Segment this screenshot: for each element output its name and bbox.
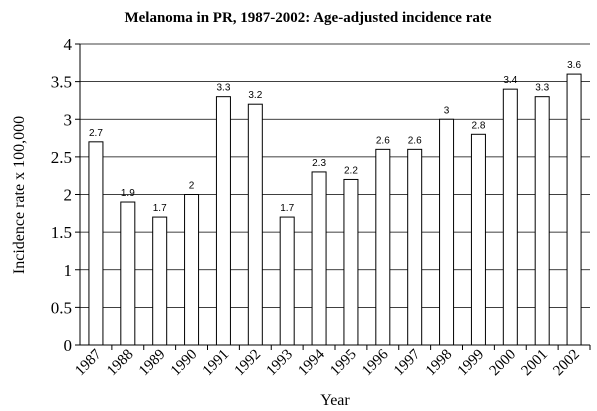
- data-label: 3.6: [567, 60, 581, 71]
- x-tick-label: 1997: [391, 346, 424, 379]
- bar: [439, 118, 455, 346]
- y-tick-label: 0: [64, 336, 73, 355]
- data-label: 3.4: [503, 75, 517, 86]
- data-label: 1.7: [280, 203, 294, 214]
- data-label: 3.2: [248, 90, 262, 101]
- x-tick-label: 2002: [550, 347, 583, 380]
- y-tick-label: 1.5: [51, 223, 72, 242]
- data-label: 2.3: [312, 158, 326, 169]
- data-label: 3.3: [535, 83, 549, 94]
- y-axis-label: Incidence rate x 100,000: [11, 116, 28, 274]
- y-tick-label: 1: [64, 261, 73, 280]
- bar: [215, 96, 231, 346]
- x-tick-label: 1996: [359, 346, 392, 379]
- bar: [120, 201, 136, 346]
- y-tick-label: 2.5: [51, 148, 72, 167]
- x-tick-label: 1987: [72, 346, 105, 379]
- x-tick-label: 1988: [104, 347, 137, 380]
- x-axis-label: Year: [320, 392, 350, 409]
- x-tick-label: 2001: [518, 347, 551, 380]
- data-label: 3: [444, 105, 450, 116]
- data-label: 2.6: [408, 135, 422, 146]
- x-tick-label: 1991: [200, 347, 233, 380]
- bar: [470, 133, 486, 346]
- x-tick-label: 1990: [168, 347, 201, 380]
- bar: [375, 148, 391, 346]
- bar: [343, 178, 359, 346]
- y-tick-label: 3: [64, 110, 73, 129]
- data-label: 3.3: [216, 83, 230, 94]
- bar: [247, 103, 263, 346]
- x-tick-label: 1999: [455, 347, 488, 380]
- bar: [502, 88, 518, 346]
- x-tick-label: 1995: [327, 347, 360, 380]
- x-tick-label: 2000: [487, 347, 520, 380]
- bar: [184, 194, 200, 346]
- bar: [88, 141, 104, 346]
- x-tick-label: 1989: [136, 347, 169, 380]
- x-tick-label: 1994: [295, 346, 328, 379]
- data-label: 2.7: [89, 128, 103, 139]
- data-label: 2.2: [344, 165, 358, 176]
- y-tick-label: 4: [64, 35, 73, 54]
- bar: [279, 216, 295, 346]
- x-tick-label: 1992: [232, 347, 265, 380]
- x-tick-label: 1998: [423, 347, 456, 380]
- bar: [534, 96, 550, 346]
- bar: [407, 148, 423, 346]
- x-tick-label: 1993: [263, 347, 296, 380]
- bar: [311, 171, 327, 346]
- bar: [566, 73, 582, 346]
- y-tick-label: 0.5: [51, 298, 72, 317]
- y-tick-label: 3.5: [51, 73, 72, 92]
- chart-title: Melanoma in PR, 1987-2002: Age-adjusted …: [124, 10, 491, 26]
- data-label: 2.6: [376, 135, 390, 146]
- data-label: 2.8: [471, 120, 485, 131]
- data-label: 1.9: [121, 188, 135, 199]
- data-label: 2: [189, 181, 195, 192]
- bar: [152, 216, 168, 346]
- data-label: 1.7: [153, 203, 167, 214]
- y-tick-label: 2: [64, 186, 73, 205]
